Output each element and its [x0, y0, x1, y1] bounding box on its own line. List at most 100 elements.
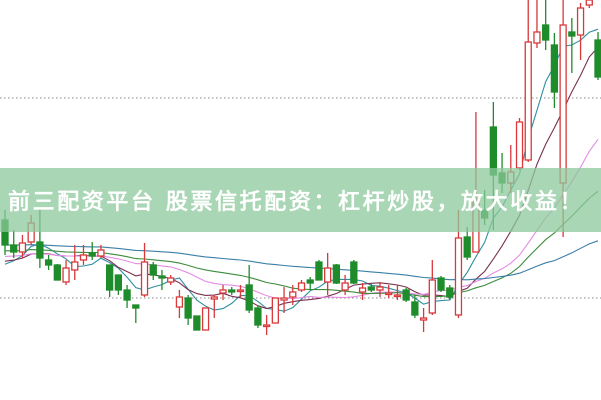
- candle-down: [114, 274, 123, 295]
- candle-up: [140, 243, 149, 297]
- candle-down: [193, 315, 201, 331]
- candle-down: [228, 287, 236, 295]
- candle-body: [533, 31, 541, 44]
- candle-body: [515, 121, 524, 169]
- candle-body: [306, 279, 314, 284]
- candle-up: [97, 245, 105, 258]
- candle-up: [393, 285, 402, 300]
- candle-body: [428, 279, 436, 314]
- candle-body: [44, 259, 53, 266]
- candle-down: [88, 242, 96, 260]
- candle-down: [332, 264, 341, 284]
- candle-body: [576, 7, 585, 36]
- candle-body: [184, 297, 192, 319]
- candle-up: [385, 285, 393, 298]
- candle-body: [210, 296, 218, 300]
- candle-body: [88, 252, 96, 257]
- candle-body: [158, 275, 166, 279]
- candle-down: [158, 270, 166, 290]
- candle-body: [297, 282, 306, 291]
- candle-down: [53, 264, 61, 281]
- candle-down: [105, 264, 114, 297]
- candle-down: [446, 285, 454, 300]
- ma-line-10: [4, 47, 599, 310]
- candle-body: [341, 282, 349, 291]
- candle-up: [524, 0, 532, 162]
- candle-body: [71, 261, 79, 271]
- candle-down: [542, 0, 550, 50]
- candle-down: [245, 265, 253, 313]
- candle-body: [524, 41, 532, 161]
- candle-up: [419, 308, 428, 332]
- candle-down: [550, 33, 559, 108]
- candle-body: [97, 249, 105, 257]
- candle-body: [393, 294, 402, 298]
- candle-down: [315, 260, 323, 281]
- candle-body: [245, 284, 253, 311]
- candle-body: [201, 307, 210, 331]
- candle-up: [585, 0, 593, 8]
- candle-body: [419, 317, 428, 321]
- candle-body: [271, 297, 279, 324]
- candle-down: [594, 32, 601, 80]
- candle-body: [594, 39, 601, 78]
- candle-body: [568, 31, 576, 37]
- candle-body: [411, 301, 419, 316]
- candle-body: [280, 297, 288, 301]
- candle-body: [114, 274, 123, 291]
- candle-up: [71, 245, 79, 280]
- candle-body: [559, 24, 567, 184]
- candle-body: [10, 244, 18, 253]
- candle-down: [463, 227, 471, 260]
- candle-body: [437, 277, 445, 291]
- candle-down: [184, 295, 192, 325]
- candle-body: [175, 296, 184, 308]
- candle-up: [324, 253, 332, 295]
- candle-down: [306, 277, 314, 290]
- banner-text: 前三配资平台 股票信托配资：杠杆炒股，放大收益！: [8, 190, 585, 215]
- candle-up: [280, 287, 288, 313]
- ma-line-60: [4, 240, 599, 281]
- candle-body: [262, 324, 271, 328]
- candle-body: [402, 289, 410, 301]
- candle-down: [568, 18, 576, 73]
- candle-body: [228, 289, 236, 293]
- candle-body: [149, 264, 157, 276]
- candle-body: [123, 289, 131, 301]
- candle-body: [542, 24, 550, 41]
- candle-body: [18, 242, 27, 253]
- candle-body: [289, 291, 297, 298]
- candle-down: [44, 255, 53, 270]
- candle-body: [358, 287, 367, 293]
- candles: [1, 0, 601, 335]
- candle-down: [367, 284, 375, 292]
- candle-body: [236, 289, 245, 293]
- candle-body: [376, 286, 384, 291]
- candle-up: [167, 275, 175, 285]
- candle-down: [123, 285, 131, 308]
- candle-down: [350, 260, 358, 284]
- candle-body: [36, 241, 44, 259]
- candle-up: [219, 285, 227, 300]
- candle-down: [402, 288, 410, 302]
- candle-body: [446, 287, 454, 298]
- candle-down: [437, 276, 445, 292]
- candle-up: [175, 290, 184, 318]
- candle-body: [463, 236, 471, 258]
- candle-body: [585, 0, 593, 6]
- candle-body: [62, 267, 70, 283]
- candle-body: [79, 254, 88, 261]
- candle-up: [271, 297, 279, 324]
- candle-body: [167, 277, 175, 283]
- candle-up: [62, 260, 70, 285]
- candle-up: [289, 285, 297, 305]
- candle-up: [358, 283, 367, 300]
- candle-body: [350, 261, 358, 284]
- candle-up: [533, 0, 541, 48]
- candle-body: [367, 286, 375, 291]
- candle-up: [576, 3, 585, 60]
- candle-body: [454, 237, 463, 316]
- candle-body: [385, 292, 393, 296]
- candle-down: [10, 230, 18, 258]
